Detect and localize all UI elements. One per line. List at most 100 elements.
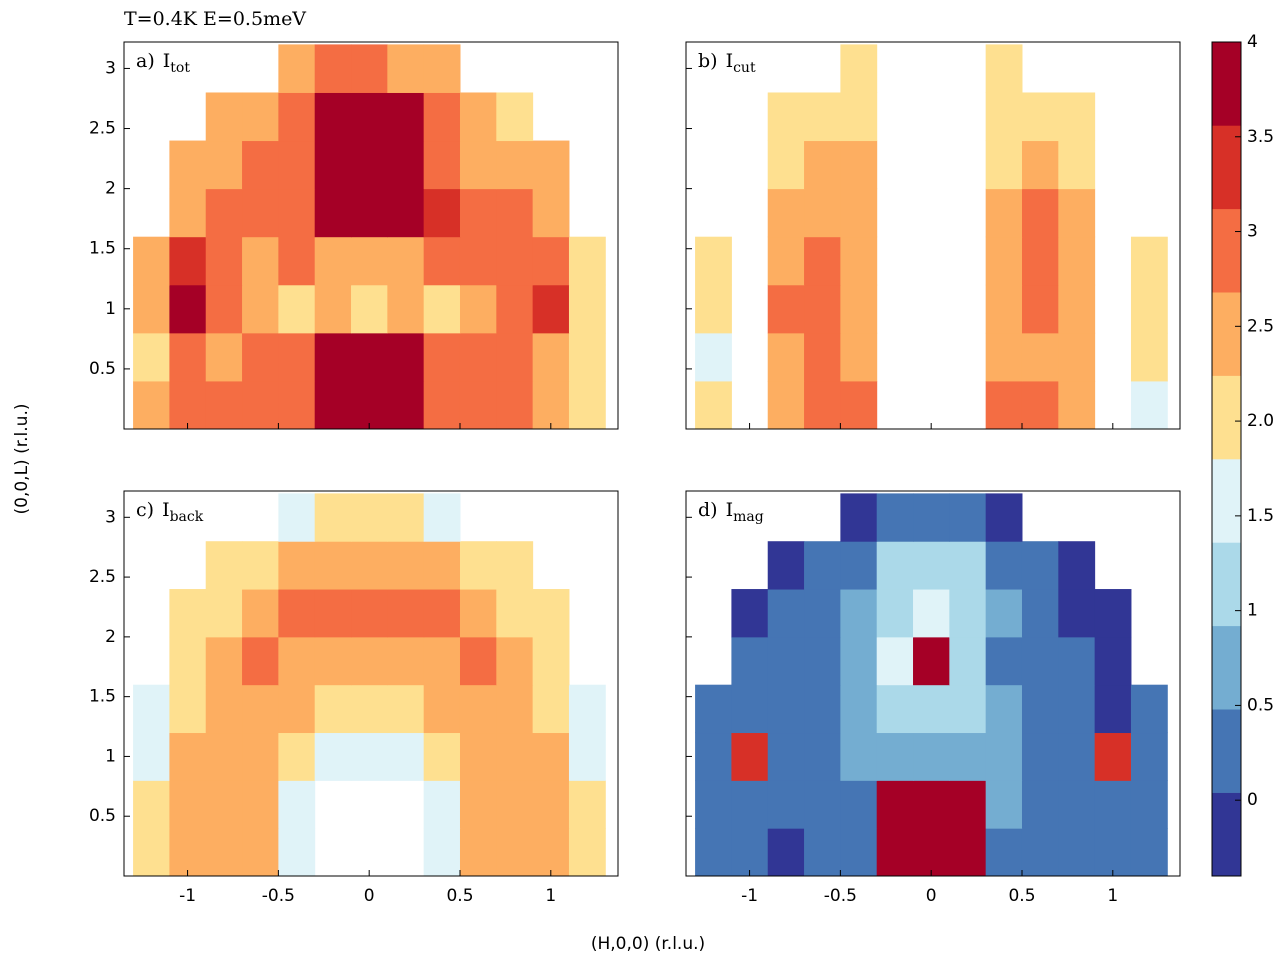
heatmap-cell (804, 541, 841, 590)
heatmap-cell (731, 636, 769, 686)
x-tick-label: 1 (545, 886, 556, 906)
heatmap-cell (532, 636, 570, 686)
colorbar-tick-label: 4 (1247, 32, 1258, 52)
heatmap-cell (532, 380, 570, 429)
heatmap-cell (1130, 780, 1168, 829)
heatmap-cell (242, 732, 279, 781)
heatmap-cell (496, 380, 534, 429)
heatmap-cell (205, 380, 243, 429)
heatmap-cell (985, 140, 1023, 190)
heatmap-cell (804, 332, 841, 382)
heatmap-cell (532, 732, 570, 781)
heatmap-cell (459, 380, 497, 429)
panel-symbol: I (726, 50, 734, 72)
heatmap-cell (133, 684, 170, 734)
heatmap-cell (695, 284, 732, 334)
heatmap-cell (314, 188, 352, 238)
heatmap-cell (387, 92, 425, 142)
heatmap-cell (1094, 780, 1132, 829)
heatmap-cell (767, 589, 805, 638)
heatmap-cell (205, 332, 243, 382)
heatmap-cell (278, 380, 316, 429)
heatmap-cell (1094, 828, 1132, 876)
colorbar-tick-label: 3.5 (1247, 127, 1274, 147)
panel-subscript: mag (733, 509, 764, 525)
heatmap-cell (767, 92, 805, 142)
heatmap-cell (532, 780, 570, 829)
heatmap-cell (351, 284, 388, 334)
heatmap-cell (985, 284, 1023, 334)
heatmap-cell (804, 828, 841, 876)
colorbar-band (1212, 208, 1241, 293)
heatmap-cell (278, 732, 316, 781)
heatmap-cell (242, 188, 279, 238)
heatmap-cell (459, 589, 497, 638)
heatmap-panel: b) Icut (685, 41, 1181, 430)
panel-label: a) Itot (136, 50, 190, 76)
heatmap-cell (205, 780, 243, 829)
heatmap-cell (767, 636, 805, 686)
heatmap-cell (695, 684, 732, 734)
heatmap-cell (985, 44, 1023, 93)
heatmap-cell (695, 780, 732, 829)
heatmap-cell (351, 44, 388, 93)
heatmap-cell (387, 732, 425, 781)
heatmap-cell (423, 541, 461, 590)
x-tick-label: 0.5 (1008, 886, 1035, 906)
colorbar-band (1212, 375, 1241, 460)
heatmap-cell (496, 732, 534, 781)
heatmap-cell (840, 636, 878, 686)
panel-label: d) Imag (698, 499, 764, 525)
colorbar-band (1212, 42, 1241, 126)
heatmap-cell (205, 589, 243, 638)
heatmap-cell (1130, 284, 1168, 334)
heatmap-cell (169, 780, 207, 829)
heatmap-cell (1021, 828, 1059, 876)
heatmap-cells (133, 493, 606, 876)
heatmap-cell (804, 284, 841, 334)
heatmap-cell (840, 493, 878, 542)
heatmap-cell (985, 684, 1023, 734)
heatmap-cell (423, 780, 461, 829)
heatmap-cell (169, 236, 207, 286)
heatmap-cell (840, 589, 878, 638)
heatmap-cell (876, 732, 914, 781)
plot-frame (685, 41, 1181, 430)
heatmap-cell (1094, 684, 1132, 734)
heatmap-cell (205, 541, 243, 590)
heatmap-cell (804, 589, 841, 638)
heatmap-cell (532, 828, 570, 876)
heatmap-cell (695, 828, 732, 876)
heatmap-cell (459, 636, 497, 686)
heatmap-cell (913, 780, 950, 829)
heatmap-cell (278, 493, 316, 542)
heatmap-cell (913, 589, 950, 638)
heatmap-cell (767, 140, 805, 190)
heatmap-cell (351, 92, 388, 142)
heatmap-cell (496, 236, 534, 286)
heatmap-cell (423, 332, 461, 382)
heatmap-cell (1058, 589, 1096, 638)
heatmap-cell (205, 188, 243, 238)
heatmap-cell (876, 780, 914, 829)
y-tick-label: 1 (105, 299, 116, 319)
x-tick-label: -1 (741, 886, 758, 906)
heatmap-cell (568, 284, 606, 334)
heatmap-cell (387, 44, 425, 93)
heatmap-cell (387, 236, 425, 286)
heatmap-cell (767, 828, 805, 876)
heatmap-cell (985, 732, 1023, 781)
heatmap-cell (459, 732, 497, 781)
heatmap-cell (985, 236, 1023, 286)
colorbar-band (1212, 542, 1241, 627)
x-tick-label: 0 (926, 886, 937, 906)
y-tick-label: 0.5 (89, 359, 116, 379)
heatmap-cell (1058, 236, 1096, 286)
heatmap-cell (1130, 380, 1168, 429)
heatmap-cell (840, 188, 878, 238)
heatmap-cell (459, 828, 497, 876)
heatmap-cell (242, 92, 279, 142)
colorbar-tick-label: 2.0 (1247, 411, 1274, 431)
heatmap-cell (423, 732, 461, 781)
heatmap-cell (840, 140, 878, 190)
